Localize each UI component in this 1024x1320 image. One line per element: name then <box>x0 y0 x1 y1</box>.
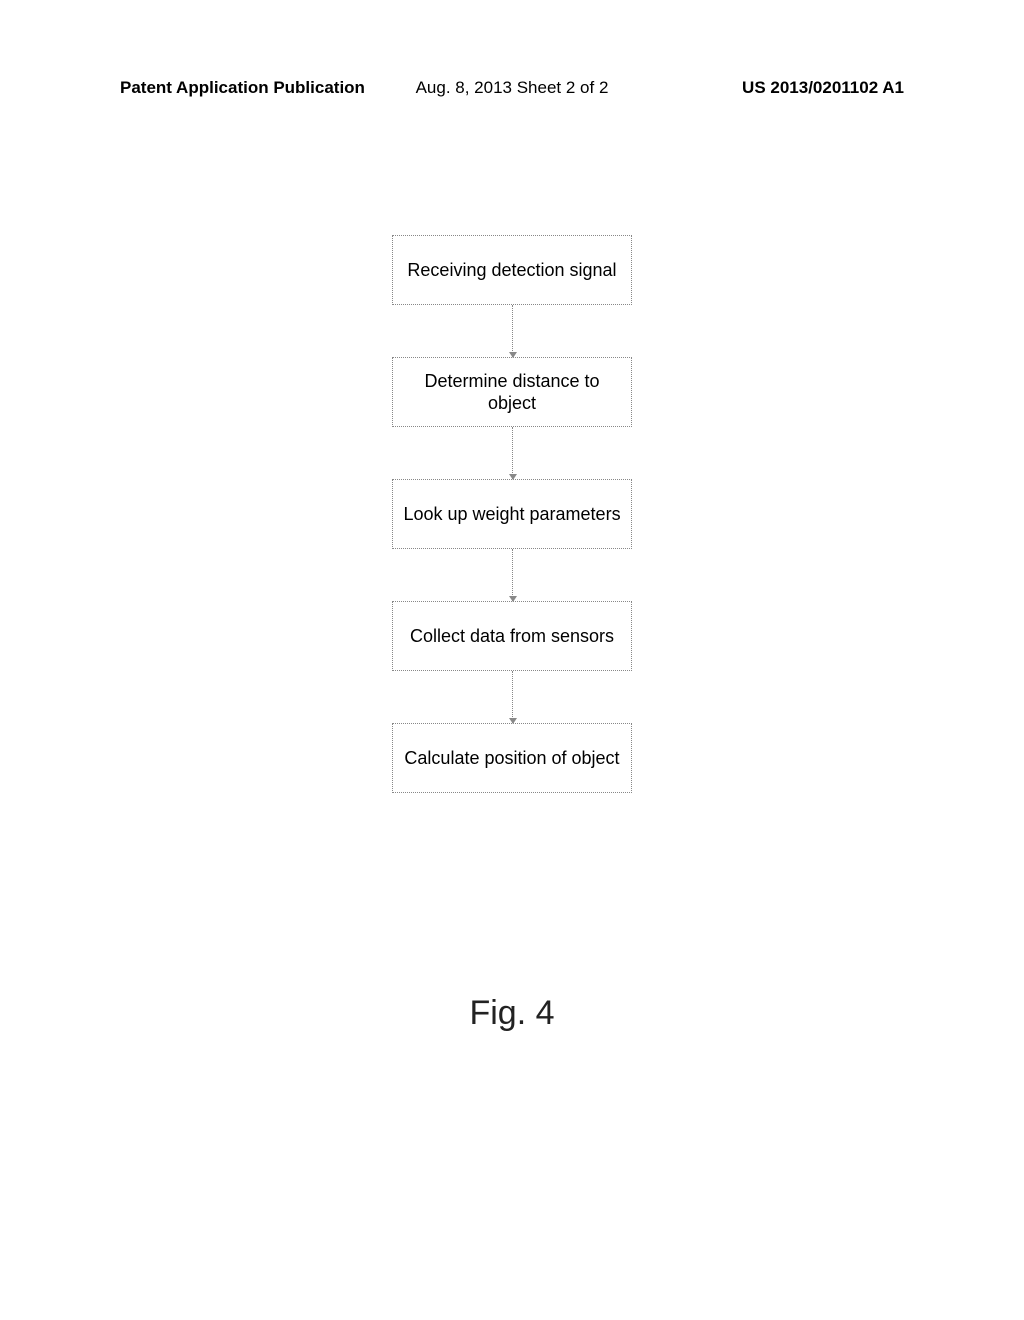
page-header: Patent Application Publication Aug. 8, 2… <box>0 78 1024 98</box>
header-center: Aug. 8, 2013 Sheet 2 of 2 <box>416 78 609 98</box>
header-right: US 2013/0201102 A1 <box>742 78 904 98</box>
flowchart-node: Receiving detection signal <box>392 235 632 305</box>
flowchart-connector <box>512 549 513 601</box>
flowchart-node: Look up weight parameters <box>392 479 632 549</box>
flowchart-connector <box>512 305 513 357</box>
header-left: Patent Application Publication <box>120 78 365 98</box>
flowchart-connector <box>512 427 513 479</box>
flowchart: Receiving detection signal Determine dist… <box>382 235 642 793</box>
flowchart-node: Collect data from sensors <box>392 601 632 671</box>
figure-label: Fig. 4 <box>469 994 554 1033</box>
flowchart-node: Determine distance to object <box>392 357 632 427</box>
flowchart-connector <box>512 671 513 723</box>
flowchart-node: Calculate position of object <box>392 723 632 793</box>
